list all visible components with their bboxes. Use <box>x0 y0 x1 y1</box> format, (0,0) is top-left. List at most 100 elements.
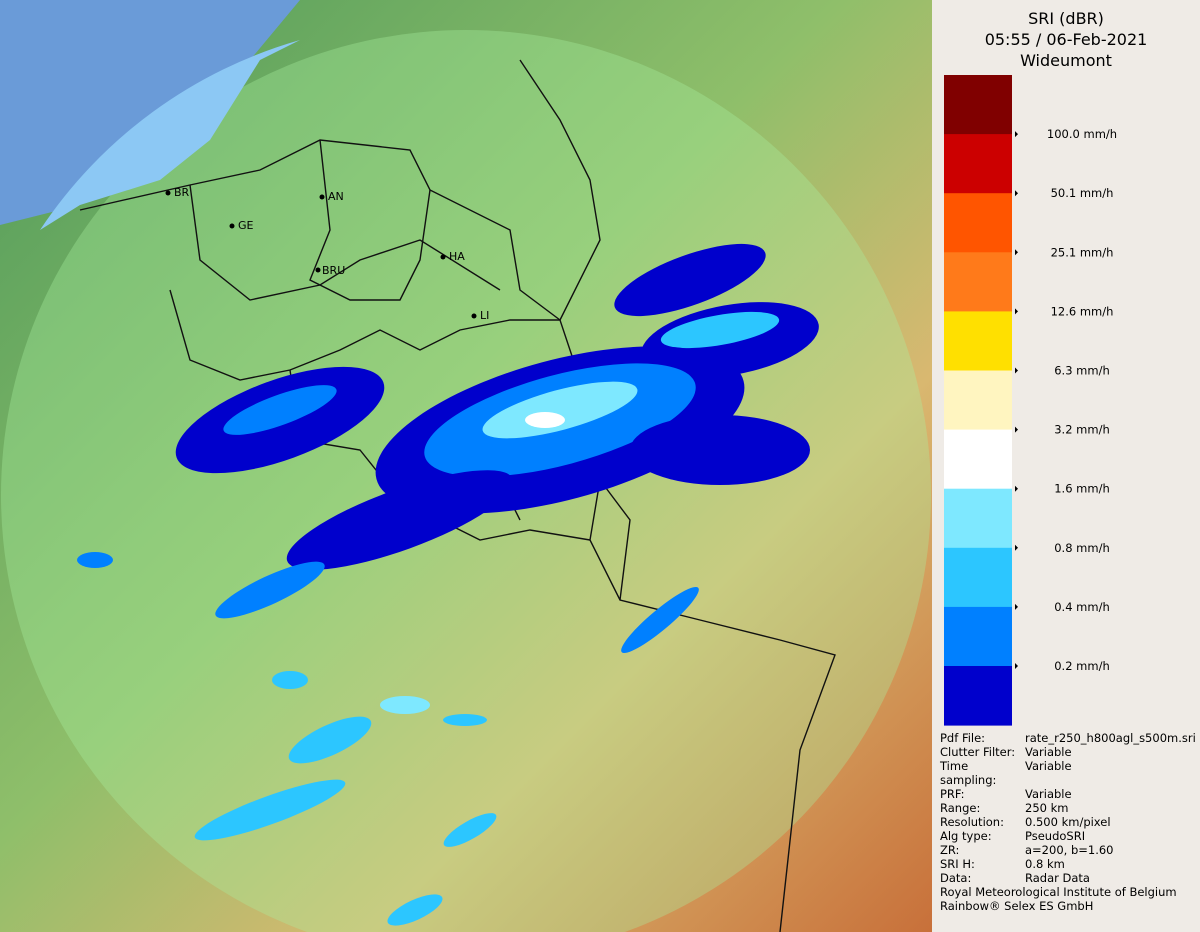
info-row: Range: 250 km <box>940 801 1196 815</box>
rain-cell <box>272 671 308 689</box>
legend-swatch <box>944 606 1012 667</box>
timestamp: 05:55 / 06-Feb-2021 <box>984 30 1148 49</box>
site: Wideumont <box>1020 51 1112 70</box>
info-value: PseudoSRI <box>1025 829 1086 843</box>
info-row: Pdf File: rate_r250_h800agl_s500m.sri <box>940 731 1196 745</box>
legend-label: 0.4 mm/h <box>1054 600 1110 614</box>
info-key: Alg type: <box>940 829 992 843</box>
sea-in-range <box>40 40 300 230</box>
cities: BR GE AN BRU HA LI <box>165 186 489 322</box>
info-key: Clutter Filter: <box>940 745 1016 759</box>
info-row: ZR: a=200, b=1.60 <box>940 843 1196 857</box>
city-dot <box>440 254 446 260</box>
city-dot <box>315 267 321 273</box>
radar-map: BR GE AN BRU HA LI <box>0 0 932 932</box>
legend-swatch <box>944 666 1012 726</box>
rain-cell <box>77 552 113 568</box>
city-dot <box>471 313 477 319</box>
legend-swatch <box>944 252 1012 312</box>
legend-tick <box>1015 603 1018 610</box>
rain-cell <box>482 381 638 439</box>
rain-cell <box>223 385 337 435</box>
city-label: HA <box>449 250 465 263</box>
rain-cell <box>194 779 346 841</box>
credit: Rainbow® Selex ES GmbH <box>940 899 1094 913</box>
legend-label: 0.8 mm/h <box>1054 541 1110 555</box>
info-key: Time sampling: <box>940 759 997 787</box>
rain-cell <box>288 716 372 764</box>
header: SRI (dBR) 05:55 / 06-Feb-2021 Wideumont <box>932 8 1200 71</box>
info-row: Data: Radar Data <box>940 871 1196 885</box>
city-label: AN <box>328 190 344 203</box>
info-key: SRI H: <box>940 857 975 871</box>
legend-label: 50.1 mm/h <box>1051 186 1114 200</box>
legend-swatch <box>944 429 1012 490</box>
city-dot <box>319 194 325 200</box>
rain-cell <box>387 894 443 926</box>
info-value: Variable <box>1025 759 1072 773</box>
legend-label: 100.0 mm/h <box>1047 127 1117 141</box>
rain-cell <box>380 696 430 714</box>
rain-cell <box>286 470 514 570</box>
legend-swatch <box>944 488 1012 549</box>
rain-cell <box>614 243 766 317</box>
info-value: rate_r250_h800agl_s500m.sri <box>1025 731 1196 745</box>
legend-tick <box>1015 426 1018 433</box>
legend-tick <box>1015 663 1018 669</box>
legend-swatch <box>944 134 1012 194</box>
legend-panel: SRI (dBR) 05:55 / 06-Feb-2021 Wideumont … <box>932 0 1200 932</box>
city-label: BRU <box>322 264 345 277</box>
info-value: 0.8 km <box>1025 857 1065 871</box>
rain-cell <box>215 561 325 619</box>
title: SRI (dBR) <box>1028 9 1104 28</box>
rain-echoes <box>77 243 819 926</box>
info-row: PRF: Variable <box>940 787 1196 801</box>
city-label: LI <box>480 309 489 322</box>
info-row: Time sampling: Variable <box>940 759 1196 787</box>
info-value: a=200, b=1.60 <box>1025 843 1114 857</box>
info-row: Resolution: 0.500 km/pixel <box>940 815 1196 829</box>
legend-label: 12.6 mm/h <box>1051 304 1114 318</box>
rain-cell <box>621 586 699 654</box>
legend-tick <box>1015 544 1018 551</box>
legend-swatch <box>944 75 1012 135</box>
info-key: Range: <box>940 801 981 815</box>
info-value: Variable <box>1025 787 1072 801</box>
city-label: BR <box>174 186 190 199</box>
info-row: Alg type: PseudoSRI <box>940 829 1196 843</box>
info-key: Data: <box>940 871 972 885</box>
rain-cell <box>660 311 780 349</box>
sea <box>0 0 300 225</box>
legend-tick <box>1015 131 1018 138</box>
legend-swatch <box>944 311 1012 371</box>
info-key: Pdf File: <box>940 731 986 745</box>
legend-label: 6.3 mm/h <box>1054 364 1110 378</box>
city-label: GE <box>238 219 254 232</box>
legend-tick <box>1015 367 1018 374</box>
city-dot <box>165 190 171 196</box>
city-dot <box>229 223 235 229</box>
legend-swatch <box>944 370 1012 431</box>
legend-tick <box>1015 308 1018 315</box>
legend-label: 25.1 mm/h <box>1051 245 1114 259</box>
info-key: ZR: <box>940 843 960 857</box>
info-value: Variable <box>1025 745 1072 759</box>
credit: Royal Meteorological Institute of Belgiu… <box>940 885 1177 899</box>
rain-cell <box>443 714 487 726</box>
info-row: SRI H: 0.8 km <box>940 857 1196 871</box>
info-value: Radar Data <box>1025 871 1090 885</box>
rain-cell <box>525 412 565 428</box>
legend-tick <box>1015 485 1018 492</box>
legend-swatch <box>944 547 1012 608</box>
info-value: 0.500 km/pixel <box>1025 815 1111 829</box>
legend-tick <box>1015 190 1018 197</box>
metadata: Pdf File: rate_r250_h800agl_s500m.sri Clut… <box>940 731 1196 913</box>
rain-cell <box>630 415 810 485</box>
info-key: Resolution: <box>940 815 1004 829</box>
info-row: Clutter Filter: Variable <box>940 745 1196 759</box>
rain-cell <box>443 813 497 847</box>
legend-tick <box>1015 249 1018 256</box>
info-value: 250 km <box>1025 801 1069 815</box>
legend-swatch <box>944 193 1012 253</box>
